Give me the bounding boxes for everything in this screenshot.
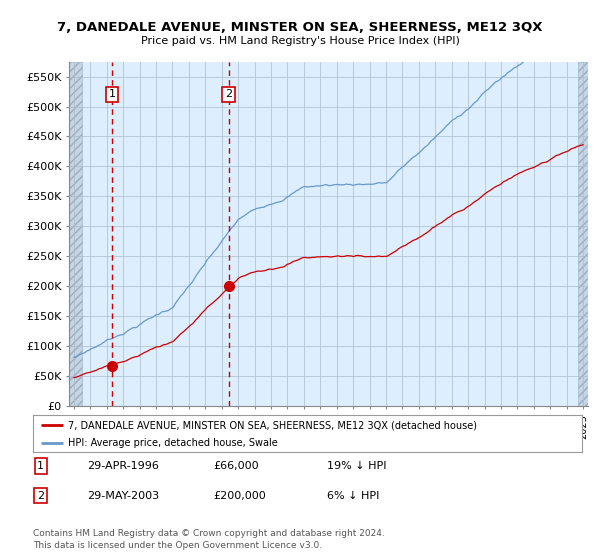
Bar [578,62,588,406]
Text: This data is licensed under the Open Government Licence v3.0.: This data is licensed under the Open Gov… [33,541,322,550]
Text: Price paid vs. HM Land Registry's House Price Index (HPI): Price paid vs. HM Land Registry's House … [140,36,460,46]
Text: 1: 1 [109,89,116,99]
Text: Contains HM Land Registry data © Crown copyright and database right 2024.: Contains HM Land Registry data © Crown c… [33,529,385,538]
Text: 7, DANEDALE AVENUE, MINSTER ON SEA, SHEERNESS, ME12 3QX: 7, DANEDALE AVENUE, MINSTER ON SEA, SHEE… [57,21,543,34]
Text: 1: 1 [37,461,44,471]
Text: 2: 2 [225,89,232,99]
Text: 2: 2 [37,491,44,501]
Text: HPI: Average price, detached house, Swale: HPI: Average price, detached house, Swal… [68,438,277,448]
Text: 6% ↓ HPI: 6% ↓ HPI [327,491,379,501]
Text: 29-MAY-2003: 29-MAY-2003 [87,491,159,501]
Text: £66,000: £66,000 [213,461,259,471]
Text: 29-APR-1996: 29-APR-1996 [87,461,159,471]
Text: £200,000: £200,000 [213,491,266,501]
Text: 7, DANEDALE AVENUE, MINSTER ON SEA, SHEERNESS, ME12 3QX (detached house): 7, DANEDALE AVENUE, MINSTER ON SEA, SHEE… [68,420,476,430]
Bar [69,62,82,406]
Text: 19% ↓ HPI: 19% ↓ HPI [327,461,386,471]
